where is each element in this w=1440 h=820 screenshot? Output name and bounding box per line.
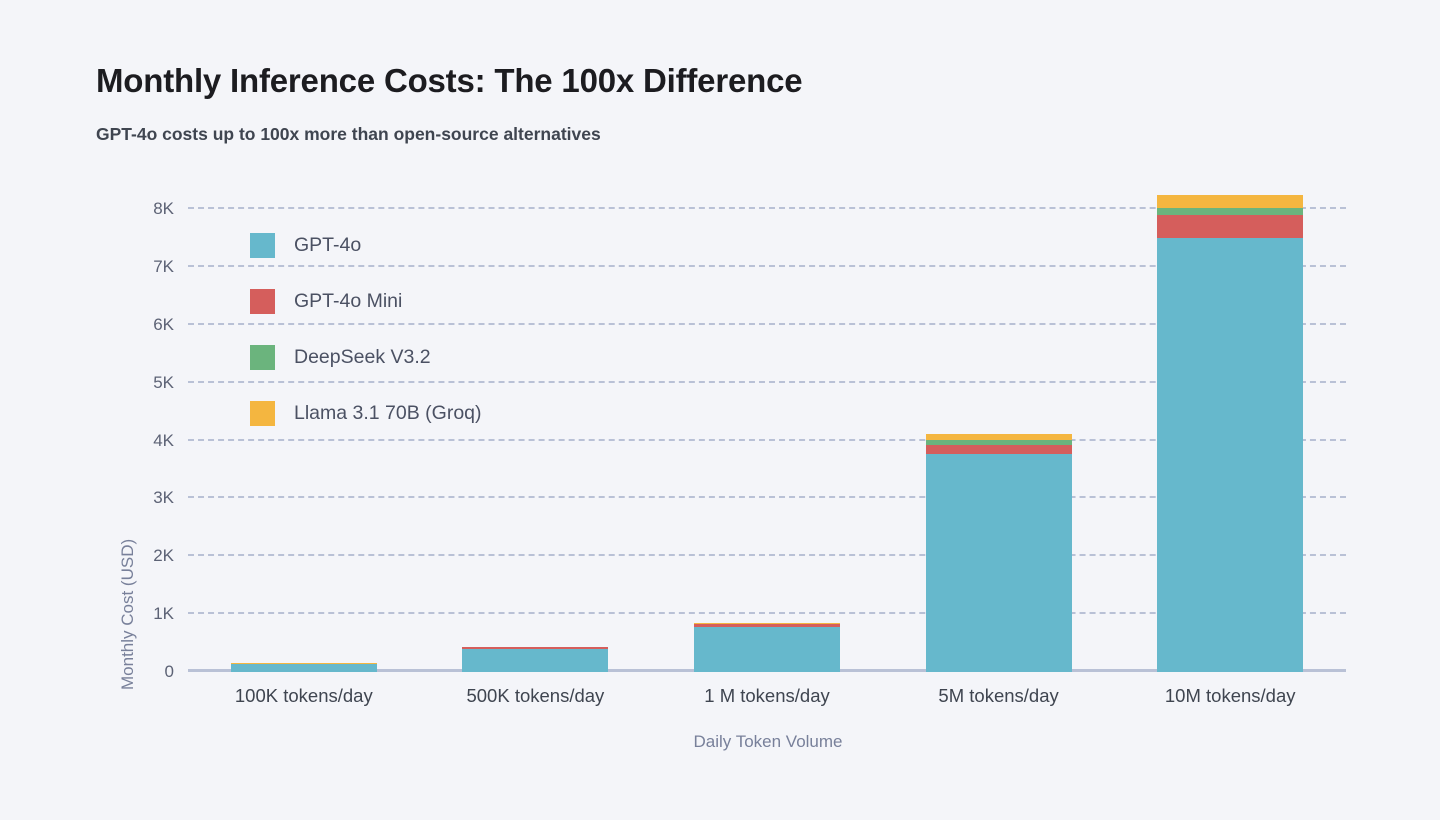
y-axis-tick-label: 7K — [153, 256, 174, 276]
y-axis-tick-label: 1K — [153, 604, 174, 624]
bar-group[interactable]: 5M tokens/day — [925, 209, 1072, 706]
legend-swatch-icon — [250, 344, 275, 370]
legend-item[interactable]: DeepSeek V3.2 — [250, 329, 482, 385]
bar-segment[interactable] — [694, 626, 840, 672]
bar-group[interactable]: 100K tokens/day — [230, 209, 377, 706]
y-axis-tick-label: 2K — [153, 546, 174, 566]
bar-group[interactable]: 500K tokens/day — [462, 209, 609, 706]
legend-label: GPT-4o — [294, 233, 362, 256]
bar-segment[interactable] — [1157, 214, 1304, 238]
bar-segment[interactable] — [462, 649, 609, 672]
gridline: 5K — [153, 373, 1346, 392]
x-axis-title: Daily Token Volume — [693, 732, 843, 751]
bar-segment[interactable] — [462, 647, 609, 650]
gridline: 6K — [153, 315, 1346, 334]
chart-title: Monthly Inference Costs: The 100x Differ… — [96, 62, 803, 99]
legend-label: DeepSeek V3.2 — [294, 345, 431, 368]
bars-layer: 100K tokens/day 500K tokens/day 1 M tokens… — [188, 194, 1346, 706]
x-axis-tick-label: 10M tokens/day — [1164, 685, 1296, 706]
bar-segment[interactable] — [230, 663, 377, 672]
gridline: 8K — [153, 199, 1346, 218]
legend-item[interactable]: GPT-4o Mini — [250, 273, 482, 329]
legend-swatch-icon — [250, 400, 275, 426]
bar-group[interactable]: 10M tokens/day — [1157, 194, 1304, 706]
bar-segment[interactable] — [925, 433, 1072, 440]
x-axis-tick-label: 500K tokens/day — [466, 685, 605, 706]
plot-area: 0 1K 2K 3K 4K 5K 6K 7K 8K 100K tokens/day 500K to… — [153, 194, 1346, 706]
gridline: 4K — [153, 431, 1346, 450]
bar-group[interactable]: 1 M tokens/day — [694, 209, 840, 706]
chart-legend: GPT-4o GPT-4o Mini DeepSeek V3.2 Llama 3.1 … — [250, 217, 482, 441]
y-axis-tick-label: 4K — [153, 430, 174, 450]
bar-segment[interactable] — [694, 623, 840, 627]
legend-swatch-icon — [250, 288, 275, 314]
bar-segment[interactable] — [1157, 207, 1304, 215]
bar-segment[interactable] — [925, 439, 1072, 445]
stacked-bar[interactable] — [1157, 194, 1304, 672]
gridline: 2K — [153, 546, 1346, 565]
x-axis-tick-label: 1 M tokens/day — [704, 685, 830, 706]
y-axis-tick-label: 0 — [164, 662, 174, 681]
bar-segment[interactable] — [1157, 237, 1304, 672]
stacked-bar[interactable] — [462, 646, 609, 672]
x-axis-tick-label: 5M tokens/day — [938, 685, 1059, 706]
legend-label: GPT-4o Mini — [294, 289, 403, 312]
stacked-bar[interactable] — [925, 433, 1072, 672]
stacked-bar[interactable] — [694, 623, 840, 672]
stacked-bar[interactable] — [230, 663, 377, 672]
legend-swatch-icon — [250, 232, 275, 258]
y-axis-title: Monthly Cost (USD) — [118, 538, 137, 690]
legend-item[interactable]: GPT-4o — [250, 217, 482, 273]
bar-segment[interactable] — [1157, 194, 1304, 208]
y-axis-tick-label: 6K — [153, 314, 174, 334]
gridline: 7K — [153, 257, 1346, 276]
y-axis-tick-label: 3K — [153, 488, 174, 508]
legend-item[interactable]: Llama 3.1 70B (Groq) — [250, 385, 482, 441]
bar-segment[interactable] — [925, 453, 1072, 672]
gridline: 1K — [153, 604, 1346, 623]
gridline: 3K — [153, 488, 1346, 507]
legend-label: Llama 3.1 70B (Groq) — [294, 401, 482, 424]
bar-segment[interactable] — [925, 444, 1072, 454]
y-axis-tick-label: 8K — [153, 199, 174, 218]
x-axis-tick-label: 100K tokens/day — [234, 685, 373, 706]
y-axis-tick-label: 5K — [153, 372, 174, 392]
chart-subtitle: GPT-4o costs up to 100x more than open-s… — [96, 124, 601, 144]
